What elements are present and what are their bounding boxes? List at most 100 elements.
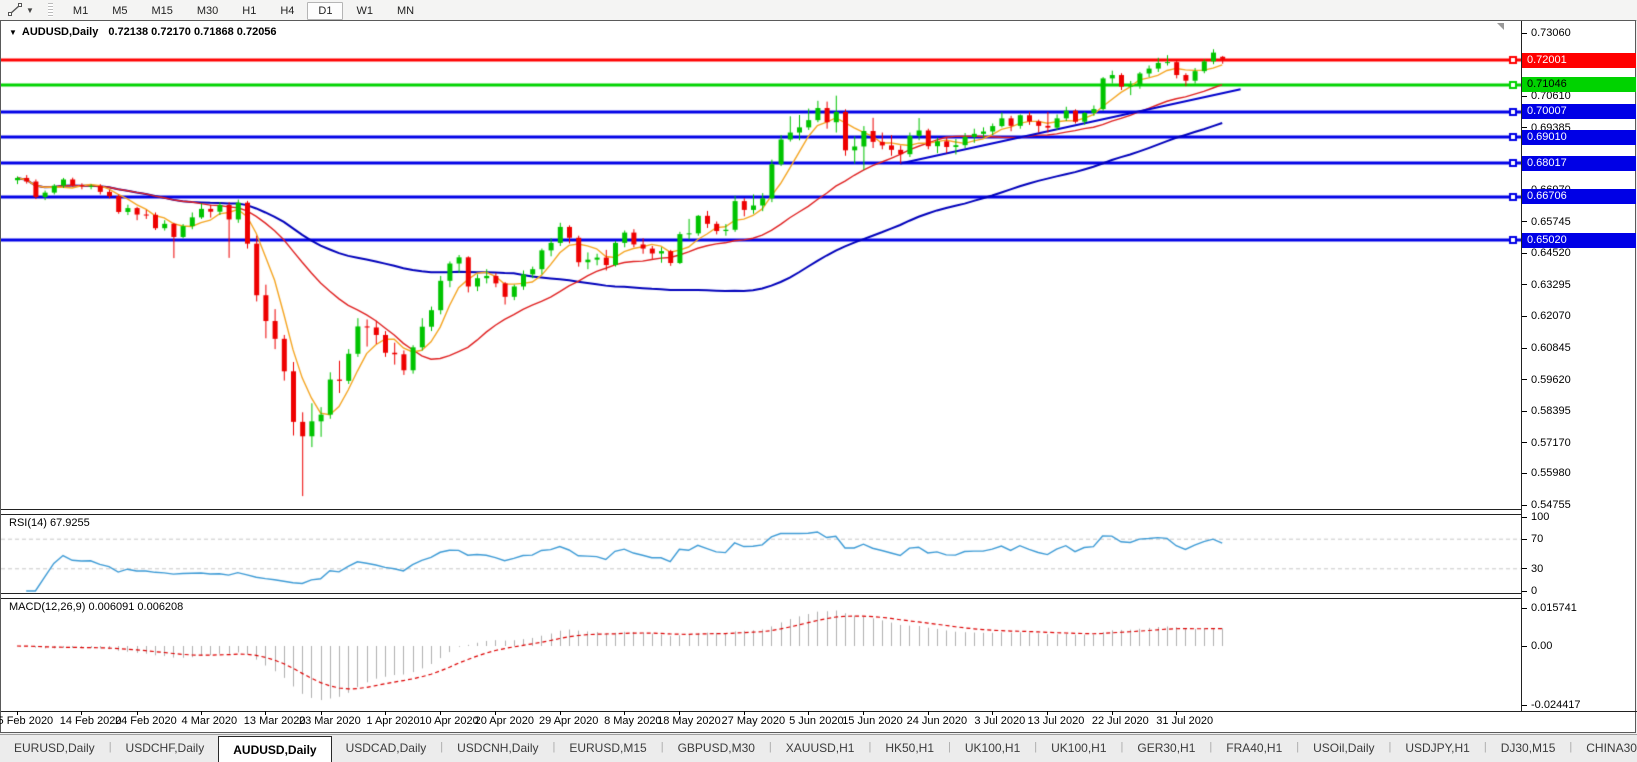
chart-title: ▼ AUDUSD,Daily 0.72138 0.72170 0.71868 0.7… xyxy=(9,26,277,38)
timeframe-button-mn[interactable]: MN xyxy=(396,5,415,17)
toolbar-grip[interactable] xyxy=(47,3,53,17)
timeframe-button-w1[interactable]: W1 xyxy=(356,5,373,17)
time-axis-label: 24 Jun 2020 xyxy=(906,715,968,727)
trendline-tool-icon[interactable]: ▼ xyxy=(4,2,38,18)
chart-tab-uk100-h1[interactable]: UK100,H1 xyxy=(964,741,1021,755)
chart-tab-china300-h4[interactable]: CHINA300,H4 xyxy=(1586,741,1637,755)
chart-tab-eurusd-daily[interactable]: EURUSD,Daily xyxy=(14,741,95,755)
price-chart-canvas[interactable] xyxy=(1,22,1521,509)
axis-tick-mark xyxy=(1522,442,1527,444)
chart-tab-xauusd-h1[interactable]: XAUUSD,H1 xyxy=(785,741,855,755)
price-level-tag[interactable]: 0.69010 xyxy=(1522,129,1636,145)
chart-tab-hk50-h1[interactable]: HK50,H1 xyxy=(885,741,935,755)
timeframe-button-h4[interactable]: H4 xyxy=(280,5,295,17)
price-axis-tick: 100 xyxy=(1522,511,1549,523)
chart-tab-usdcnh-daily[interactable]: USDCNH,Daily xyxy=(457,741,539,755)
price-level-tag[interactable]: 0.70007 xyxy=(1522,104,1636,120)
chart-shift-marker[interactable] xyxy=(1497,23,1504,30)
chevron-down-icon: ▼ xyxy=(26,5,34,15)
rsi-indicator-label: RSI(14) 67.9255 xyxy=(9,517,90,529)
axis-tick-mark xyxy=(1522,568,1527,570)
timeframe-button-m1[interactable]: M1 xyxy=(72,5,89,17)
price-level-tag[interactable]: 0.71046 xyxy=(1522,77,1636,93)
macd-indicator-label: MACD(12,26,9) 0.006091 0.006208 xyxy=(9,601,184,613)
time-axis-tick-mark xyxy=(265,711,267,715)
time-axis-label: 23 Mar 2020 xyxy=(298,715,361,727)
chart-tab-gbpusd-m30[interactable]: GBPUSD,M30 xyxy=(677,741,755,755)
time-axis-tick-mark xyxy=(495,711,497,715)
timeframe-button-m30[interactable]: M30 xyxy=(196,5,219,17)
price-level-tag[interactable]: 0.66706 xyxy=(1522,189,1636,205)
tab-separator: | xyxy=(948,741,951,753)
chart-tab-uk100-h1[interactable]: UK100,H1 xyxy=(1051,741,1107,755)
chart-tab-bar: EURUSD,Daily | USDCHF,Daily AUDUSD,Daily USD… xyxy=(0,734,1637,762)
price-axis-tick: 0.63295 xyxy=(1522,279,1571,291)
axis-tick-mark xyxy=(1522,538,1527,540)
macd-canvas[interactable] xyxy=(1,598,1521,711)
chart-tab-dj30-m15[interactable]: DJ30,M15 xyxy=(1500,741,1556,755)
price-level-tag[interactable]: 0.72001 xyxy=(1522,52,1636,68)
axis-tick-mark xyxy=(1522,32,1527,34)
axis-tick-mark xyxy=(1522,95,1527,97)
price-axis-tick: 0.59620 xyxy=(1522,374,1571,386)
time-axis-label: 15 Jun 2020 xyxy=(842,715,903,727)
price-axis-tick: 0.65745 xyxy=(1522,216,1571,228)
chart-tab-usdjpy-h1[interactable]: USDJPY,H1 xyxy=(1405,741,1470,755)
chart-symbol-label: AUDUSD,Daily xyxy=(21,26,99,38)
axis-tick-mark xyxy=(1522,127,1527,129)
tab-separator: | xyxy=(440,741,444,753)
price-axis-tick: 0 xyxy=(1522,585,1537,597)
price-axis-tick: 0.57170 xyxy=(1522,437,1571,449)
panel-separator[interactable] xyxy=(1,509,1521,515)
chart-window: ▼ AUDUSD,Daily 0.72138 0.72170 0.71868 0.7… xyxy=(0,20,1637,733)
time-axis-tick-mark xyxy=(1176,711,1178,715)
time-axis-tick-mark xyxy=(320,711,322,715)
chart-tab-usdcad-daily[interactable]: USDCAD,Daily xyxy=(345,741,427,755)
time-axis-label: 8 May 2020 xyxy=(604,715,662,727)
time-axis-tick-mark xyxy=(992,711,994,715)
price-level-tag[interactable]: 0.68017 xyxy=(1522,155,1636,171)
price-axis-line xyxy=(1521,21,1522,711)
tab-separator: | xyxy=(1296,741,1300,753)
price-axis-tick: 0.55980 xyxy=(1522,467,1571,479)
timeframe-button-d1[interactable]: D1 xyxy=(307,2,344,20)
chart-tab-ger30-h1[interactable]: GER30,H1 xyxy=(1137,741,1196,755)
time-axis-tick-mark xyxy=(1111,711,1113,715)
chart-tab-eurusd-m15[interactable]: EURUSD,M15 xyxy=(569,741,647,755)
time-axis-tick-mark xyxy=(927,711,929,715)
timeframe-button-m15[interactable]: M15 xyxy=(151,5,173,17)
axis-tick-mark xyxy=(1522,379,1527,381)
axis-tick-mark xyxy=(1522,590,1527,592)
time-axis-label: 20 Apr 2020 xyxy=(474,715,534,727)
axis-tick-mark xyxy=(1522,315,1527,317)
chart-tab-usoil-daily[interactable]: USOil,Daily xyxy=(1313,741,1375,755)
time-axis-tick-mark xyxy=(863,711,865,715)
axis-tick-mark xyxy=(1522,504,1527,506)
time-axis-tick-mark xyxy=(136,711,138,715)
price-axis-tick: 0.58395 xyxy=(1522,405,1571,417)
time-axis-tick-mark xyxy=(679,711,681,715)
rsi-canvas[interactable] xyxy=(1,514,1521,593)
chart-tab-fra40-h1[interactable]: FRA40,H1 xyxy=(1226,741,1283,755)
time-axis-label: 13 Mar 2020 xyxy=(243,715,306,727)
timeframe-buttons: M1 M5 M15 M30 H1 H4 D1 W1 MN xyxy=(61,1,426,20)
time-axis-label: 13 Jul 2020 xyxy=(1027,715,1085,727)
timeframe-button-h1[interactable]: H1 xyxy=(242,5,257,17)
chart-tab-audusd-daily[interactable]: AUDUSD,Daily xyxy=(218,736,332,762)
chart-tab-usdchf-daily[interactable]: USDCHF,Daily xyxy=(125,741,205,755)
tab-separator: | xyxy=(1483,741,1487,753)
tab-separator: | xyxy=(660,741,664,753)
price-axis-tick: 0.00 xyxy=(1522,640,1552,652)
axis-tick-mark xyxy=(1522,347,1527,349)
chart-ohlc-values: 0.72138 0.72170 0.71868 0.72056 xyxy=(108,26,277,38)
timeframe-button-m5[interactable]: M5 xyxy=(112,5,128,17)
tab-separator: | xyxy=(1569,741,1573,753)
axis-tick-mark xyxy=(1522,516,1527,518)
price-level-tag[interactable]: 0.65020 xyxy=(1522,232,1636,248)
tab-separator: | xyxy=(108,741,112,753)
chart-menu-icon[interactable]: ▼ xyxy=(9,28,17,37)
time-axis-label: 4 Mar 2020 xyxy=(181,715,238,727)
panel-separator[interactable] xyxy=(1,593,1521,599)
time-axis-tick-mark xyxy=(17,711,18,715)
